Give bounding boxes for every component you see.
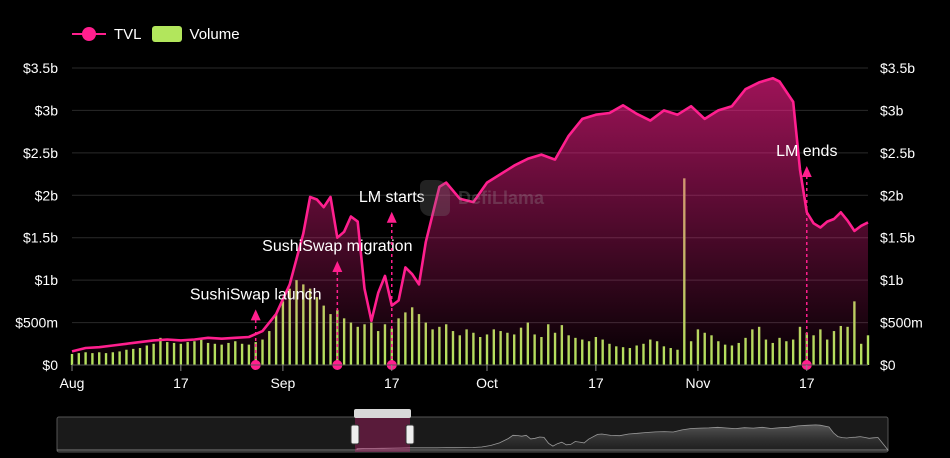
tvl-area (72, 78, 868, 365)
x-tick-label: Sep (270, 375, 295, 391)
x-tick-label: Aug (60, 375, 85, 391)
annotation-label: LM ends (776, 143, 837, 160)
volume-legend-label: Volume (189, 25, 240, 43)
y-tick-label-left: $3b (35, 102, 59, 118)
y-tick-label-right: $3b (880, 102, 904, 118)
annotation-label: LM starts (359, 189, 425, 206)
annotation-label: SushiSwap migration (262, 238, 412, 255)
y-tick-label-right: $3.5b (880, 60, 915, 76)
y-tick-label-right: $2.5b (880, 145, 915, 161)
annotation-arrowhead (386, 211, 397, 223)
chart-legend: TVL Volume (72, 24, 240, 44)
y-tick-label-right: $1b (880, 272, 904, 288)
y-tick-label-right: $500m (880, 315, 923, 331)
y-tick-label-left: $3.5b (23, 60, 58, 76)
navigator-drag-bar[interactable] (354, 409, 411, 418)
volume-legend-swatch (151, 26, 182, 42)
x-tick-label: 17 (588, 375, 604, 391)
defillama-logo-icon (420, 180, 450, 216)
y-tick-label-left: $2b (35, 187, 59, 203)
annotation-arrowhead (332, 260, 343, 272)
y-tick-label-left: $0 (42, 357, 58, 373)
legend-item-tvl[interactable]: TVL (72, 24, 142, 44)
y-tick-label-right: $2b (880, 187, 904, 203)
tvl-legend-label: TVL (114, 25, 142, 43)
x-tick-label: Oct (476, 375, 498, 391)
navigator-right-handle[interactable] (405, 424, 415, 445)
annotation-arrowhead (801, 165, 812, 177)
y-tick-label-right: $1.5b (880, 230, 915, 246)
tvl-legend-swatch (72, 24, 106, 44)
x-tick-label: 17 (799, 375, 815, 391)
navigator-selection[interactable] (355, 417, 410, 452)
navigator-left-handle[interactable] (350, 424, 360, 445)
watermark-text: DefiLlama (458, 187, 545, 208)
x-tick-label: Nov (685, 375, 710, 391)
legend-item-volume[interactable]: Volume (151, 25, 240, 43)
y-tick-label-left: $500m (15, 315, 58, 331)
y-tick-label-right: $0 (880, 357, 896, 373)
y-tick-label-left: $1.5b (23, 230, 58, 246)
tvl-line (71, 76, 869, 353)
y-tick-label-left: $2.5b (23, 145, 58, 161)
defillama-watermark: DefiLlama (420, 180, 544, 216)
navigator-overview-area (57, 424, 889, 451)
annotation-arrowhead (250, 309, 261, 321)
x-tick-label: 17 (384, 375, 400, 391)
y-tick-label-left: $1b (35, 272, 59, 288)
annotation-label: SushiSwap launch (190, 286, 322, 303)
x-tick-label: 17 (173, 375, 189, 391)
